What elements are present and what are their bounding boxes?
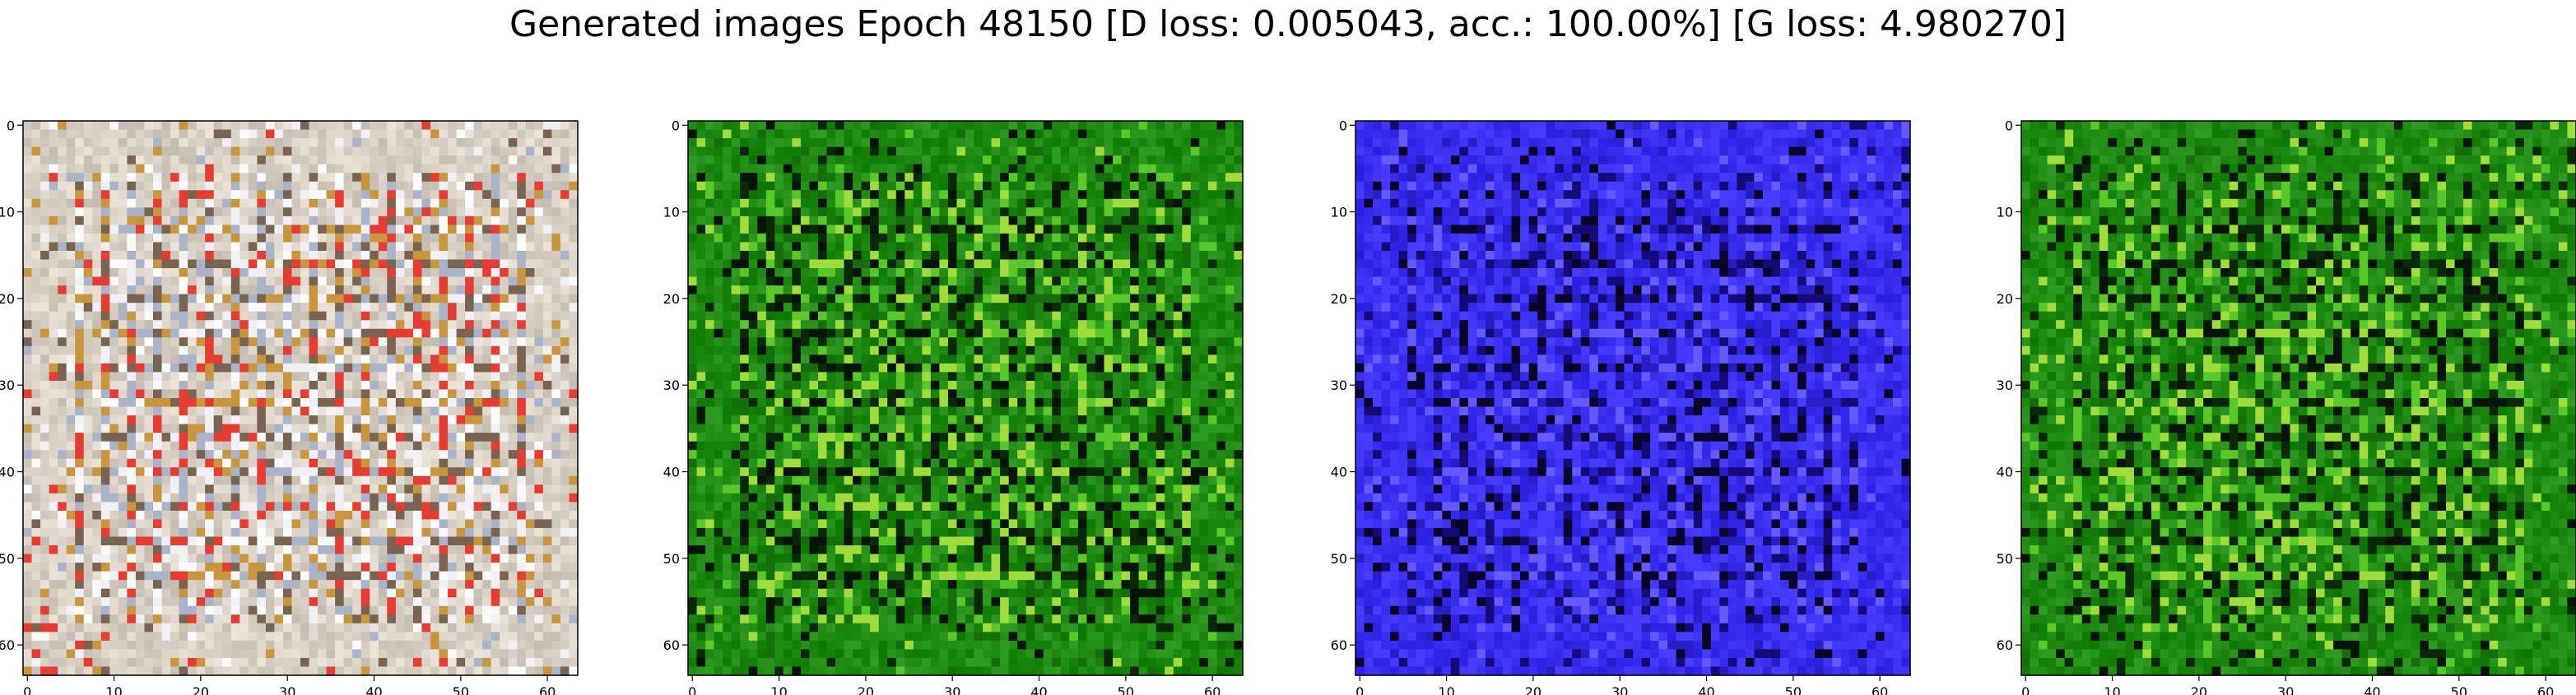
x-tick-label-1-2: 20 xyxy=(193,684,209,695)
y-tick-label-4-2: 20 xyxy=(1997,291,2013,307)
y-tick-label-2-2: 20 xyxy=(663,291,680,307)
x-tick-label-1-1: 10 xyxy=(105,684,122,695)
image-panel-2: 0 10 20 30 40 50 60 0 10 20 30 40 50 60 xyxy=(663,118,1244,695)
x-tick-label-3-5: 50 xyxy=(1785,684,1802,695)
y-tick-label-3-4: 40 xyxy=(1331,465,1347,480)
x-tick-label-3-2: 20 xyxy=(1525,684,1541,695)
y-tick-label-2-4: 40 xyxy=(663,465,680,480)
x-tick-label-4-0: 0 xyxy=(2021,684,2030,695)
x-tick-label-1-0: 0 xyxy=(23,684,31,695)
y-tick-label-1-6: 60 xyxy=(0,637,15,653)
y-tick-label-3-6: 60 xyxy=(1331,637,1347,653)
y-tick-label-3-2: 20 xyxy=(1331,291,1347,307)
generated-image-1 xyxy=(23,121,579,676)
x-tick-label-1-5: 50 xyxy=(453,684,469,695)
generated-image-4 xyxy=(2021,121,2576,676)
image-panel-4: 0 10 20 30 40 50 60 0 10 20 30 40 50 60 xyxy=(1997,118,2576,695)
generated-image-3 xyxy=(1355,121,1911,676)
x-tick-label-2-1: 10 xyxy=(770,684,787,695)
x-tick-label-4-4: 40 xyxy=(2364,684,2380,695)
x-tick-label-2-4: 40 xyxy=(1030,684,1047,695)
y-tick-label-2-6: 60 xyxy=(663,637,680,653)
x-tick-label-3-1: 10 xyxy=(1438,684,1454,695)
y-tick-label-2-1: 10 xyxy=(663,205,680,220)
x-tick-label-4-1: 10 xyxy=(2104,684,2120,695)
x-tick-label-4-3: 30 xyxy=(2277,684,2294,695)
y-tick-label-4-6: 60 xyxy=(1997,637,2013,653)
y-tick-label-4-1: 10 xyxy=(1997,205,2013,220)
x-tick-label-3-4: 40 xyxy=(1698,684,1714,695)
y-tick-label-3-0: 0 xyxy=(1339,118,1347,133)
y-tick-label-3-5: 50 xyxy=(1331,551,1347,567)
x-tick-label-4-2: 20 xyxy=(2191,684,2207,695)
image-panel-3: 0 10 20 30 40 50 60 0 10 20 30 40 50 60 xyxy=(1331,118,1911,695)
y-tick-label-3-1: 10 xyxy=(1331,205,1347,220)
y-tick-label-4-4: 40 xyxy=(1997,465,2013,480)
y-tick-label-1-0: 0 xyxy=(7,118,15,133)
y-tick-label-4-3: 30 xyxy=(1997,378,2013,393)
x-tick-label-2-2: 20 xyxy=(858,684,874,695)
image-panel-1: 0 10 20 30 40 50 60 0 10 20 30 40 50 60 xyxy=(0,118,579,695)
y-tick-label-4-0: 0 xyxy=(2005,118,2013,133)
x-tick-label-2-0: 0 xyxy=(688,684,696,695)
x-tick-label-1-4: 40 xyxy=(365,684,382,695)
y-tick-label-2-0: 0 xyxy=(672,118,680,133)
x-tick-label-3-3: 30 xyxy=(1611,684,1628,695)
x-tick-label-1-6: 60 xyxy=(539,684,556,695)
y-tick-label-1-4: 40 xyxy=(0,465,15,480)
x-tick-label-3-0: 0 xyxy=(1355,684,1364,695)
y-tick-label-1-2: 20 xyxy=(0,291,15,307)
x-tick-label-2-5: 50 xyxy=(1118,684,1134,695)
y-tick-label-2-5: 50 xyxy=(663,551,680,567)
x-tick-label-4-6: 60 xyxy=(2537,684,2554,695)
x-tick-label-3-6: 60 xyxy=(1872,684,1888,695)
x-tick-label-4-5: 50 xyxy=(2451,684,2467,695)
generated-image-2 xyxy=(688,121,1244,676)
x-tick-label-2-3: 30 xyxy=(944,684,960,695)
y-tick-label-2-3: 30 xyxy=(663,378,680,393)
y-tick-label-1-5: 50 xyxy=(0,551,15,567)
y-tick-label-1-3: 30 xyxy=(0,378,15,393)
x-tick-label-2-6: 60 xyxy=(1204,684,1221,695)
y-tick-label-1-1: 10 xyxy=(0,205,15,220)
y-tick-label-4-5: 50 xyxy=(1997,551,2013,567)
x-tick-label-1-3: 30 xyxy=(279,684,295,695)
y-tick-label-3-3: 30 xyxy=(1331,378,1347,393)
